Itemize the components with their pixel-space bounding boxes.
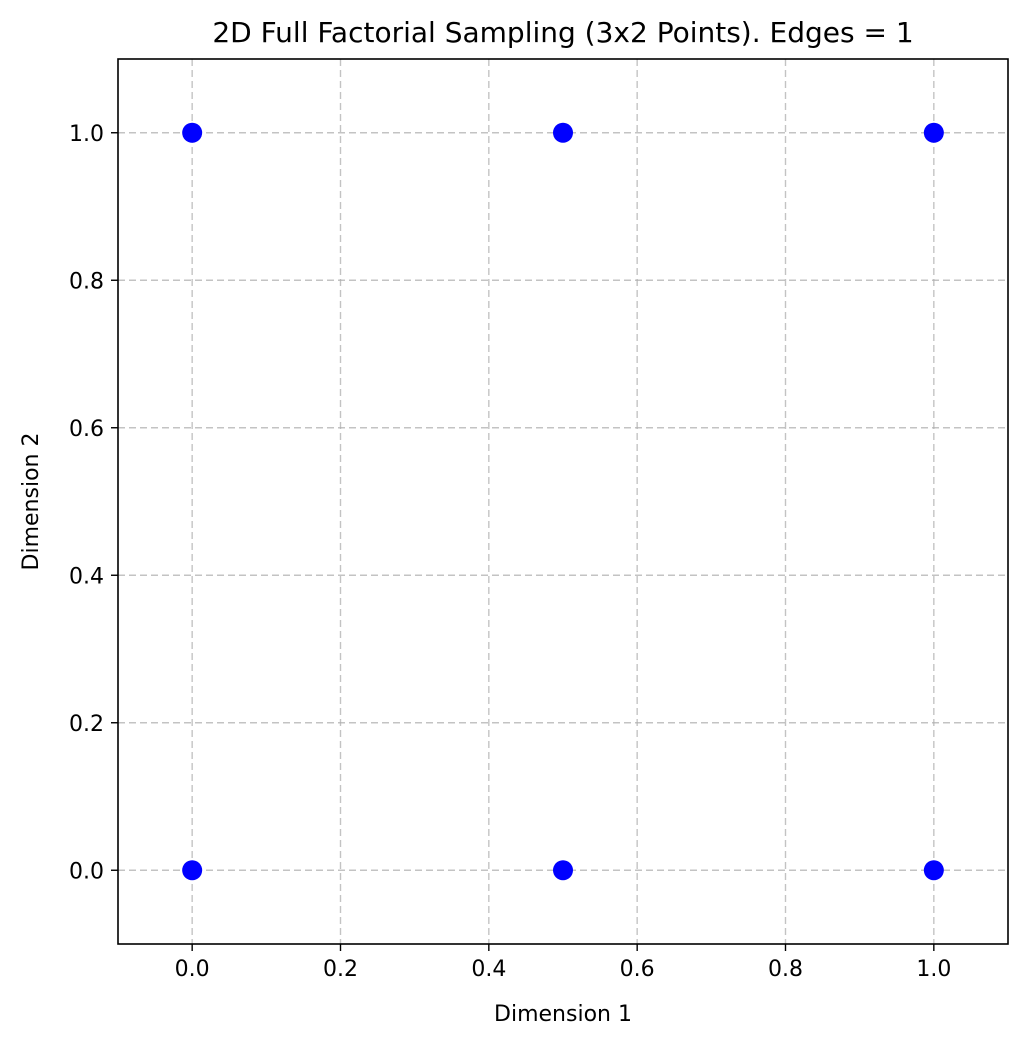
y-tick-label: 0.8 [69,269,104,294]
x-tick-label: 0.4 [471,957,506,982]
x-tick-label: 0.2 [323,957,358,982]
data-point [923,122,944,143]
data-points [182,122,944,881]
x-tick-label: 0.6 [620,957,655,982]
y-tick-label: 1.0 [69,122,104,147]
axis-ticks: 0.0 0.2 0.4 0.6 0.8 1.0 0.0 0.2 0.4 0.6 0.8 1.0 [69,122,951,982]
data-point [923,860,944,881]
data-point [553,122,573,143]
x-tick-label: 0.8 [768,957,803,982]
chart-title: 2D Full Factorial Sampling (3x2 Points).… [212,16,913,49]
data-point [182,122,203,143]
x-axis-label: Dimension 1 [494,1002,632,1027]
y-tick-label: 0.2 [69,712,104,737]
y-tick-label: 0.4 [69,564,104,589]
plot-frame [117,58,1009,945]
data-point [182,860,203,881]
data-point [553,860,573,881]
y-tick-label: 0.0 [69,859,104,884]
x-tick-label: 0.0 [175,957,210,982]
x-tick-label: 1.0 [916,957,951,982]
grid [118,59,1008,944]
y-axis-label: Dimension 2 [19,433,44,571]
y-tick-label: 0.6 [69,417,104,442]
